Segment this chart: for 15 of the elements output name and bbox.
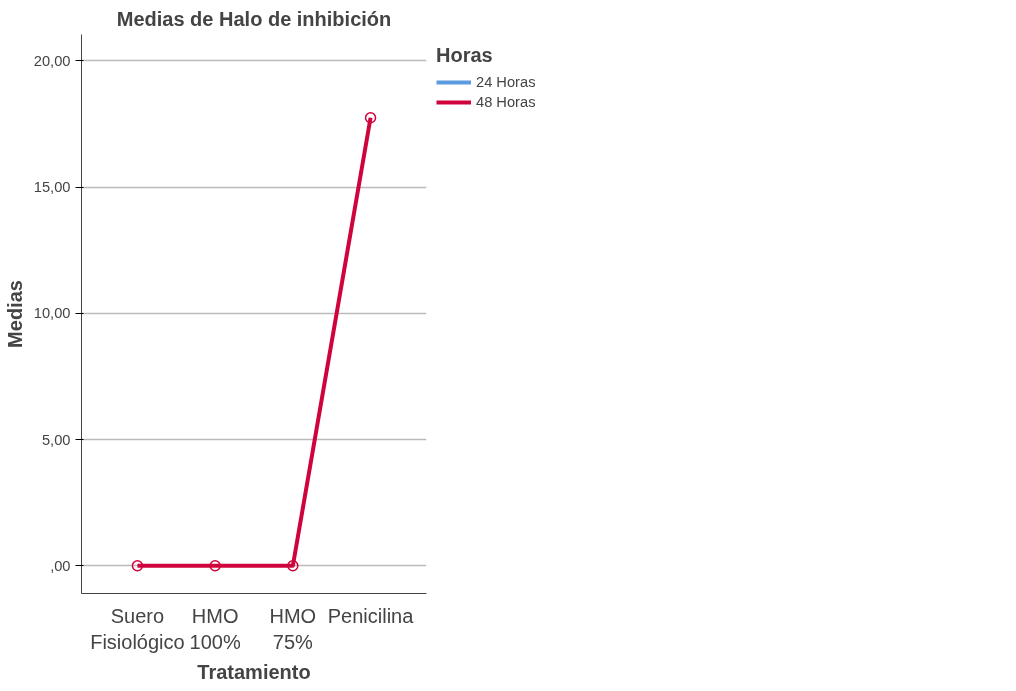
y-axis-title: Medias [3,280,26,348]
legend-title: Horas [436,44,494,67]
chart-title: Medias de Halo de inhibición [116,7,392,30]
x-tick-label: Suero Fisiológico [90,604,185,653]
x-tick-label: HMO 75% [269,604,317,653]
x-axis-title: Tratamiento [197,660,311,683]
legend-label: 48 Horas [476,94,536,110]
y-tick-label: 15,00 [33,179,71,196]
x-tick-label: Penicilina [327,604,415,627]
y-tick-label: 10,00 [33,305,71,322]
x-tick-label: HMO 100% [189,604,241,653]
y-tick-label: 5,00 [41,431,71,448]
legend-label: 24 Horas [476,74,536,90]
y-tick-label: 20,00 [33,53,71,69]
y-tick-label: ,00 [50,557,71,574]
